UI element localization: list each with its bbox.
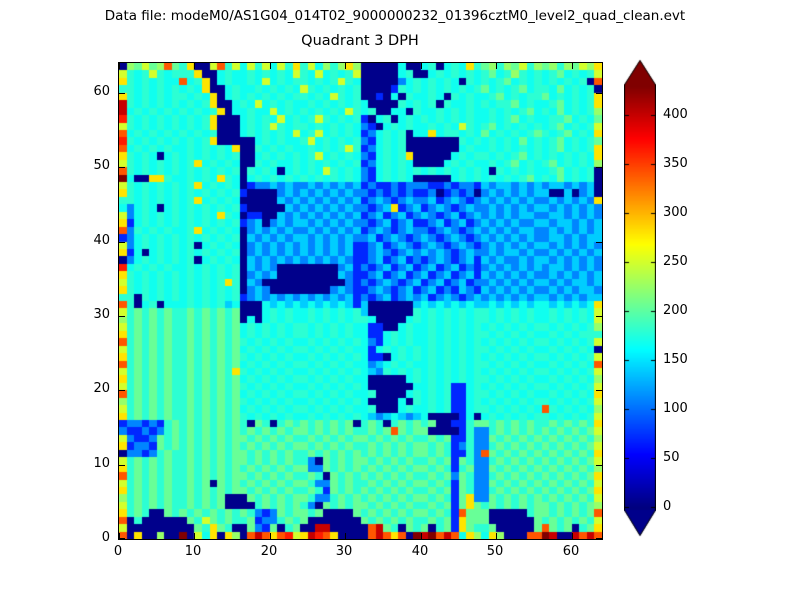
colorbar-tick-label: 200 xyxy=(663,303,688,318)
y-axis-tick-mark xyxy=(119,316,125,317)
colorbar-tick-label: 100 xyxy=(663,401,688,416)
x-axis-tick-mark xyxy=(194,533,195,539)
plot-title: Quadrant 3 DPH xyxy=(301,33,419,49)
y-axis-tick-label: 60 xyxy=(93,84,110,99)
y-axis-tick-mark xyxy=(596,465,602,466)
data-file-label: Data file: modeM0/AS1G04_014T02_90000002… xyxy=(104,8,686,24)
y-axis-tick-mark xyxy=(596,242,602,243)
x-axis-tick-mark xyxy=(270,533,271,539)
heatmap-canvas xyxy=(119,63,602,539)
x-axis-tick-label: 30 xyxy=(335,544,353,559)
x-axis-tick-mark xyxy=(119,63,120,69)
y-axis-tick-mark xyxy=(596,316,602,317)
colorbar-tick-label: 150 xyxy=(663,352,688,367)
colorbar-tick-label: 300 xyxy=(663,205,688,220)
y-axis-tick-mark xyxy=(119,390,125,391)
y-axis-tick-mark xyxy=(119,167,125,168)
x-axis-tick-label: 60 xyxy=(562,544,580,559)
x-axis-tick-label: 20 xyxy=(260,544,278,559)
y-axis-tick-mark xyxy=(596,167,602,168)
y-axis-tick-mark xyxy=(119,242,125,243)
y-axis-tick-label: 50 xyxy=(93,158,110,173)
colorbar-tick-label: 400 xyxy=(663,107,688,122)
x-axis-tick-mark xyxy=(572,533,573,539)
x-axis-tick-label: 50 xyxy=(486,544,504,559)
x-axis-tick-mark xyxy=(421,63,422,69)
colorbar-tick-label: 50 xyxy=(663,450,680,465)
y-axis-tick-mark xyxy=(596,390,602,391)
x-axis-tick-label: 40 xyxy=(411,544,429,559)
x-axis-tick-label: 0 xyxy=(113,544,123,559)
y-axis-tick-label: 40 xyxy=(93,233,110,248)
colorbar-tick-label: 250 xyxy=(663,254,688,269)
x-axis-tick-mark xyxy=(345,533,346,539)
x-axis-tick-mark xyxy=(270,63,271,69)
x-axis-tick-label: 10 xyxy=(184,544,202,559)
colorbar-canvas xyxy=(624,59,656,537)
x-axis-tick-mark xyxy=(496,533,497,539)
x-axis-tick-mark xyxy=(572,63,573,69)
colorbar-tick-label: 350 xyxy=(663,156,688,171)
x-axis-tick-mark xyxy=(345,63,346,69)
x-axis-tick-mark xyxy=(496,63,497,69)
y-axis-tick-mark xyxy=(596,538,602,539)
y-axis-tick-label: 10 xyxy=(93,456,110,471)
colorbar-tick-label: 0 xyxy=(663,499,672,514)
x-axis-tick-mark xyxy=(421,533,422,539)
y-axis-tick-label: 20 xyxy=(93,381,110,396)
y-axis-tick-label: 0 xyxy=(101,530,110,545)
y-axis-tick-mark xyxy=(596,93,602,94)
y-axis-tick-mark xyxy=(119,93,125,94)
plot-area xyxy=(118,62,603,540)
y-axis-tick-mark xyxy=(119,538,125,539)
x-axis-tick-mark xyxy=(194,63,195,69)
y-axis-tick-label: 30 xyxy=(93,307,110,322)
y-axis-tick-mark xyxy=(119,465,125,466)
x-axis-tick-mark xyxy=(119,533,120,539)
